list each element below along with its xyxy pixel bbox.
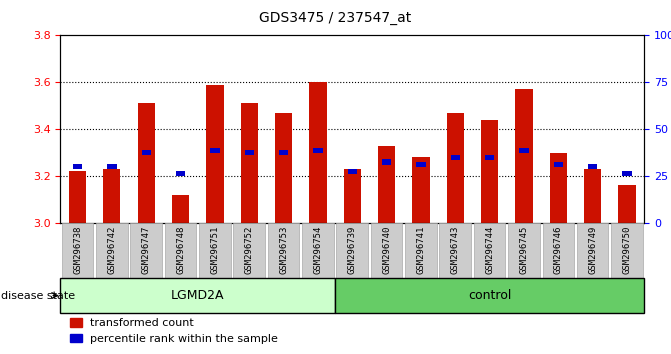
Text: GSM296751: GSM296751 xyxy=(211,225,219,274)
FancyBboxPatch shape xyxy=(611,223,643,278)
Bar xyxy=(378,145,395,223)
Bar xyxy=(413,157,429,223)
Bar xyxy=(619,185,635,223)
Bar xyxy=(485,155,495,160)
FancyBboxPatch shape xyxy=(371,223,403,278)
Bar xyxy=(107,164,117,169)
FancyBboxPatch shape xyxy=(60,278,335,313)
Bar xyxy=(554,162,563,167)
FancyBboxPatch shape xyxy=(234,223,265,278)
Text: GSM296742: GSM296742 xyxy=(107,225,116,274)
Bar xyxy=(309,82,327,223)
Text: control: control xyxy=(468,289,511,302)
Bar xyxy=(450,155,460,160)
Text: GDS3475 / 237547_at: GDS3475 / 237547_at xyxy=(260,11,411,25)
FancyBboxPatch shape xyxy=(165,223,197,278)
Bar xyxy=(241,103,258,223)
Legend: transformed count, percentile rank within the sample: transformed count, percentile rank withi… xyxy=(66,314,282,348)
FancyBboxPatch shape xyxy=(508,223,539,278)
Bar xyxy=(550,153,567,223)
Text: GSM296754: GSM296754 xyxy=(313,225,323,274)
Text: disease state: disease state xyxy=(1,291,75,301)
Bar xyxy=(210,148,219,153)
Bar xyxy=(447,113,464,223)
Bar xyxy=(172,195,189,223)
Bar xyxy=(622,171,631,176)
Bar xyxy=(348,169,357,174)
Text: GSM296749: GSM296749 xyxy=(588,225,597,274)
Text: GSM296752: GSM296752 xyxy=(245,225,254,274)
Text: GSM296750: GSM296750 xyxy=(623,225,631,274)
Bar xyxy=(176,171,185,176)
Bar xyxy=(588,164,597,169)
Text: GSM296740: GSM296740 xyxy=(382,225,391,274)
Text: GSM296753: GSM296753 xyxy=(279,225,288,274)
Text: GSM296741: GSM296741 xyxy=(417,225,425,274)
FancyBboxPatch shape xyxy=(474,223,505,278)
Bar xyxy=(207,85,223,223)
FancyBboxPatch shape xyxy=(440,223,471,278)
Text: GSM296746: GSM296746 xyxy=(554,225,563,274)
Text: GSM296745: GSM296745 xyxy=(519,225,529,274)
FancyBboxPatch shape xyxy=(268,223,299,278)
Bar xyxy=(481,120,498,223)
FancyBboxPatch shape xyxy=(62,223,93,278)
Bar xyxy=(73,164,83,169)
Text: GSM296738: GSM296738 xyxy=(73,225,82,274)
FancyBboxPatch shape xyxy=(199,223,231,278)
FancyBboxPatch shape xyxy=(577,223,609,278)
Bar xyxy=(244,150,254,155)
Bar xyxy=(138,103,155,223)
Bar xyxy=(584,169,601,223)
Bar xyxy=(275,113,292,223)
Bar xyxy=(382,159,391,165)
Bar xyxy=(103,169,121,223)
FancyBboxPatch shape xyxy=(336,223,368,278)
Bar xyxy=(142,150,151,155)
Bar xyxy=(279,150,289,155)
FancyBboxPatch shape xyxy=(335,278,644,313)
Bar xyxy=(515,89,533,223)
FancyBboxPatch shape xyxy=(405,223,437,278)
Bar xyxy=(519,148,529,153)
Bar xyxy=(344,169,361,223)
FancyBboxPatch shape xyxy=(543,223,574,278)
Text: GSM296748: GSM296748 xyxy=(176,225,185,274)
Text: GSM296739: GSM296739 xyxy=(348,225,357,274)
Text: GSM296743: GSM296743 xyxy=(451,225,460,274)
FancyBboxPatch shape xyxy=(130,223,162,278)
FancyBboxPatch shape xyxy=(96,223,127,278)
Bar xyxy=(416,162,425,167)
FancyBboxPatch shape xyxy=(302,223,333,278)
Text: GSM296744: GSM296744 xyxy=(485,225,494,274)
Text: LGMD2A: LGMD2A xyxy=(171,289,225,302)
Bar xyxy=(69,171,86,223)
Bar xyxy=(313,148,323,153)
Text: GSM296747: GSM296747 xyxy=(142,225,151,274)
